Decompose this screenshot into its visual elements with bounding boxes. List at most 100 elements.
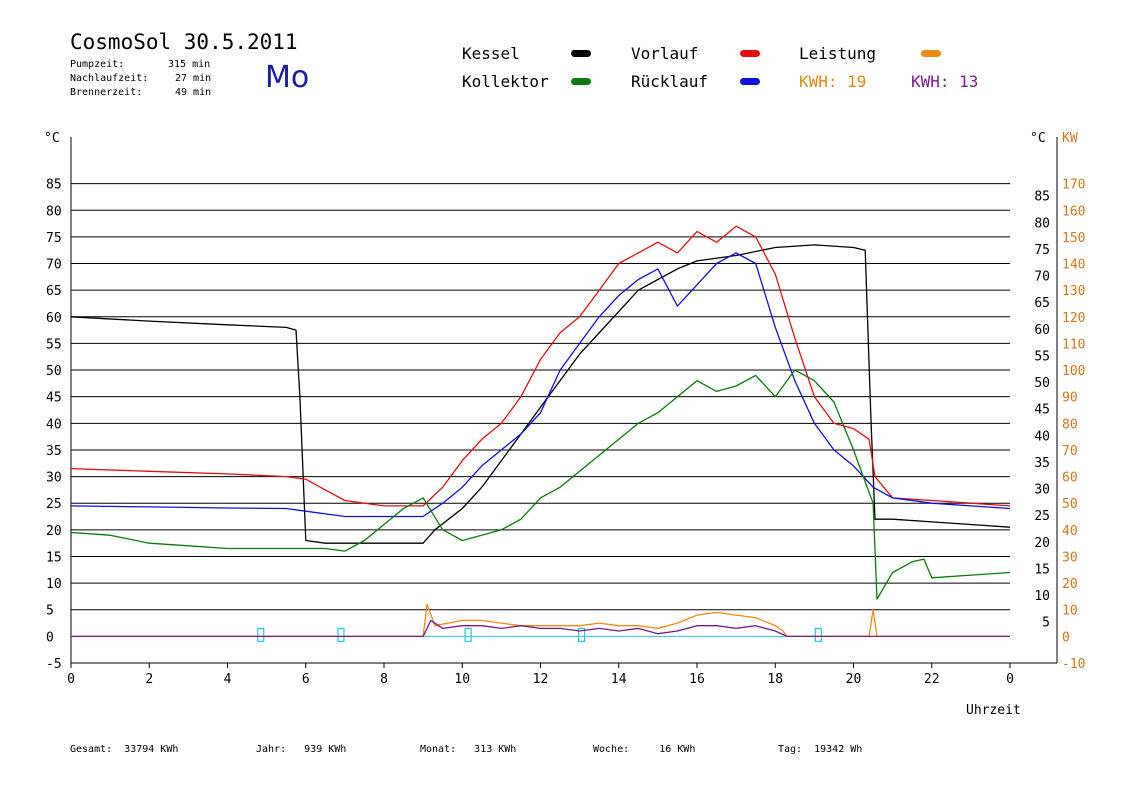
x-tick-10: 20 (846, 672, 862, 687)
x-tick-12: 0 (1006, 672, 1014, 687)
x-tick-11: 22 (924, 672, 940, 687)
y-tick-right-c-75: 75 (1034, 243, 1050, 258)
y-tick-left-55: 55 (46, 337, 62, 352)
legend-kwh-1: KWH: 19 (799, 72, 867, 91)
y-tick-right-c-15: 15 (1034, 562, 1050, 577)
y-tick-right-c-35: 35 (1034, 456, 1050, 471)
x-tick-4: 8 (380, 672, 388, 687)
y-axis-right-unit-kw: KW (1062, 131, 1078, 146)
y-tick-right-kw-0: 0 (1062, 630, 1070, 645)
y-tick-right-c-20: 20 (1034, 536, 1050, 551)
y-tick-left-15: 15 (46, 550, 62, 565)
legend-kollektor-swatch (571, 78, 591, 85)
stat-brennerzeit-label: Brennerzeit: (70, 87, 143, 98)
stat-brennerzeit-value: 49 min (175, 87, 212, 98)
y-tick-right-kw-50: 50 (1062, 497, 1078, 512)
y-tick-right-c-55: 55 (1034, 349, 1050, 364)
y-tick-right-c-60: 60 (1034, 323, 1050, 338)
y-tick-right-kw-100: 100 (1062, 364, 1085, 379)
y-tick-right-kw-30: 30 (1062, 550, 1078, 565)
y-tick-right-c-70: 70 (1034, 270, 1050, 285)
y-tick-left-35: 35 (46, 444, 62, 459)
y-tick-right-kw-110: 110 (1062, 337, 1085, 352)
y-tick-left-50: 50 (46, 364, 62, 379)
legend-kessel-label: Kessel (462, 44, 520, 63)
y-axis-left-unit: °C (44, 131, 60, 146)
pump-marker-0 (257, 627, 265, 642)
x-tick-9: 18 (767, 672, 783, 687)
x-tick-6: 12 (533, 672, 549, 687)
y-tick-left-30: 30 (46, 471, 62, 486)
stat-pumpzeit-label: Pumpzeit: (70, 59, 125, 70)
y-tick-right-kw-170: 170 (1062, 178, 1085, 193)
y-tick-right-c-40: 40 (1034, 429, 1050, 444)
pump-marker-3 (577, 627, 586, 642)
legend-leistung-label: Leistung (799, 44, 877, 63)
x-tick-8: 16 (689, 672, 705, 687)
series-line-rcklauf (70, 252, 1011, 518)
y-tick-right-kw-10: 10 (1062, 604, 1078, 619)
pump-marker-2 (464, 627, 472, 642)
y-tick-left-60: 60 (46, 311, 62, 326)
legend-vorlauf-label: Vorlauf (631, 44, 699, 63)
y-tick-left-80: 80 (46, 204, 62, 219)
pump-marker-1 (337, 627, 345, 642)
stat-nachlaufzeit-label: Nachlaufzeit: (70, 73, 149, 84)
y-tick-right-kw-140: 140 (1062, 258, 1085, 273)
y-tick-left-85: 85 (46, 178, 62, 193)
y-tick-right-c-10: 10 (1034, 589, 1050, 604)
y-tick-right-kw-150: 150 (1062, 231, 1085, 246)
x-tick-5: 10 (454, 672, 470, 687)
legend-ruecklauf-label: Rücklauf (631, 72, 709, 91)
y-tick-right-c-50: 50 (1034, 376, 1050, 391)
chart-title: CosmoSol 30.5.2011 (70, 30, 298, 54)
y-tick-left-0: 0 (46, 630, 54, 645)
y-tick-right-kw-90: 90 (1062, 391, 1078, 406)
footer-jahr: Jahr: 939 KWh (256, 744, 347, 755)
y-tick-right-c-30: 30 (1034, 483, 1050, 498)
y-tick-right-c-5: 5 (1042, 616, 1050, 631)
x-tick-7: 14 (611, 672, 627, 687)
pump-marker-4 (814, 627, 822, 642)
x-axis-label: Uhrzeit (966, 703, 1021, 718)
y-tick-right-c-80: 80 (1034, 216, 1050, 231)
y-tick-right-c-45: 45 (1034, 403, 1050, 418)
legend-kessel-swatch (571, 50, 591, 57)
y-tick-right-kw-160: 160 (1062, 204, 1085, 219)
y-tick-left-20: 20 (46, 524, 62, 539)
x-tick-1: 2 (145, 672, 153, 687)
legend-kwh-2: KWH: 13 (911, 72, 979, 91)
y-tick-left-25: 25 (46, 497, 62, 512)
y-tick-left-75: 75 (46, 231, 62, 246)
y-axis-right-unit-c: °C (1030, 131, 1046, 146)
footer-tag: Tag: 19342 Wh (778, 744, 863, 755)
series-line-kollektor (70, 369, 1011, 600)
y-tick-right-kw--10: -10 (1062, 657, 1085, 672)
series-line-leistung (71, 603, 1010, 638)
y-tick-right-c-25: 25 (1034, 509, 1050, 524)
y-tick-left-65: 65 (46, 284, 62, 299)
y-tick-right-kw-130: 130 (1062, 284, 1085, 299)
y-tick-right-kw-40: 40 (1062, 524, 1078, 539)
legend-leistung-swatch (921, 50, 941, 57)
y-tick-right-kw-70: 70 (1062, 444, 1078, 459)
stat-pumpzeit-value: 315 min (168, 59, 211, 70)
series-line-vorlauf (70, 225, 1011, 507)
y-tick-right-kw-80: 80 (1062, 417, 1078, 432)
y-tick-right-kw-60: 60 (1062, 471, 1078, 486)
y-tick-left-40: 40 (46, 417, 62, 432)
legend-ruecklauf-swatch (740, 78, 760, 85)
footer-gesamt: Gesamt: 33794 KWh (70, 744, 179, 755)
y-tick-right-kw-20: 20 (1062, 577, 1078, 592)
series-line-kwh (71, 619, 1010, 638)
y-tick-right-kw-120: 120 (1062, 311, 1085, 326)
y-tick-left--5: -5 (46, 657, 62, 672)
x-tick-3: 6 (302, 672, 310, 687)
footer-monat: Monat: 313 KWh (420, 744, 517, 755)
y-tick-right-c-85: 85 (1034, 190, 1050, 205)
y-tick-left-5: 5 (46, 604, 54, 619)
legend-vorlauf-swatch (740, 50, 760, 57)
legend-kollektor-label: Kollektor (462, 72, 549, 91)
x-tick-2: 4 (224, 672, 232, 687)
